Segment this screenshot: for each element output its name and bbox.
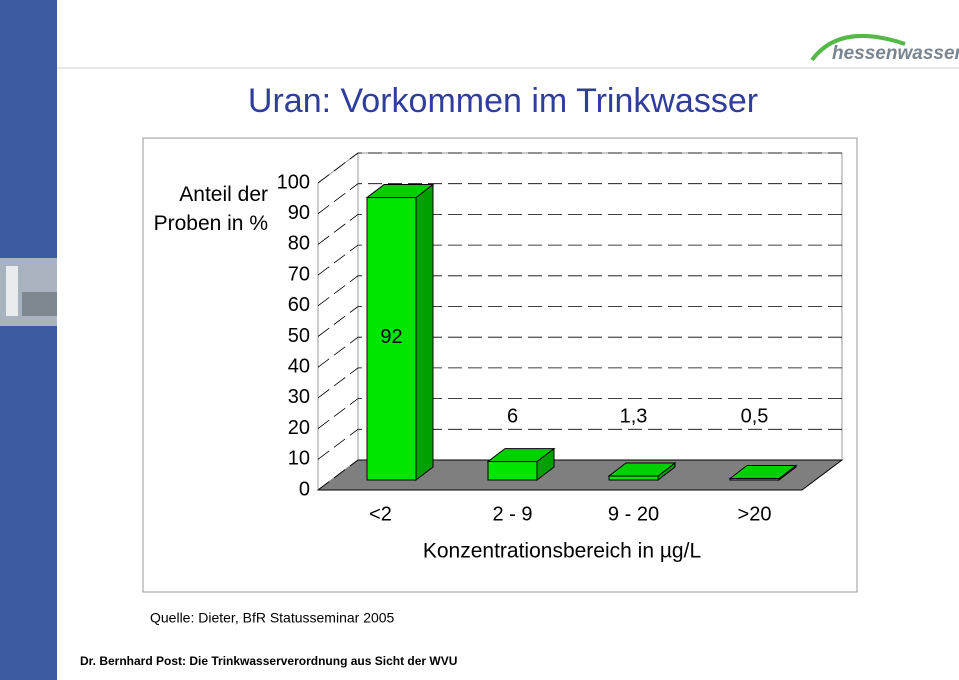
value-label: 1,3 [620,405,648,427]
grid-line [317,367,842,399]
y-tick-label: 60 [288,294,310,316]
x-axis-label: Konzentrationsbereich in µg/L [423,540,701,563]
x-tick-label: 2 - 9 [492,503,532,525]
y-label-box: Anteil der Proben in % [153,183,268,235]
bar [608,475,659,481]
y-tick-label: 50 [288,325,310,347]
logo-arc [810,33,906,62]
grid-line [317,213,842,245]
y-tick-label: 20 [288,417,310,439]
source: Quelle: Dieter, BfR Statusseminar 2005 [150,610,395,626]
y-tick-label: 100 [277,171,310,193]
value-label: 0,5 [741,405,769,427]
y-tick-label: 0 [299,478,310,500]
value-label: 92 [380,326,402,348]
side-photo-tower [6,266,18,316]
side-photo-building [22,292,57,316]
y-tick-label: 30 [288,386,310,408]
bar-side [415,183,434,482]
grid-line [317,152,842,184]
y-tick-label: 90 [288,202,310,224]
x-tick-label: >20 [738,503,772,525]
grid-line [317,336,842,368]
grid-line [317,183,842,215]
x-tick-label: 9 - 20 [608,503,659,525]
grid-line [317,459,842,491]
grid-line [317,244,842,276]
bar [366,197,417,481]
y-axis-label: Anteil der Proben in % [153,183,268,235]
side-stripe [0,0,57,680]
y-tick-label: 80 [288,233,310,255]
y-tick-label: 40 [288,355,310,377]
grid-line [317,428,842,460]
footer: Dr. Bernhard Post: Die Trinkwasserverord… [80,654,457,668]
logo: hessenwasser [832,43,959,64]
value-label: 6 [507,405,518,427]
grid-line [317,398,842,429]
y-tick-label: 10 [288,448,310,470]
chart-frame [142,137,858,593]
grid-line [317,275,842,307]
grid-line [317,306,842,337]
y-tick-label: 70 [288,263,310,285]
bar [729,477,780,481]
bar [487,461,538,481]
x-tick-label: <2 [369,503,392,525]
chart-title: Uran: Vorkommen im Trinkwasser [248,82,758,120]
